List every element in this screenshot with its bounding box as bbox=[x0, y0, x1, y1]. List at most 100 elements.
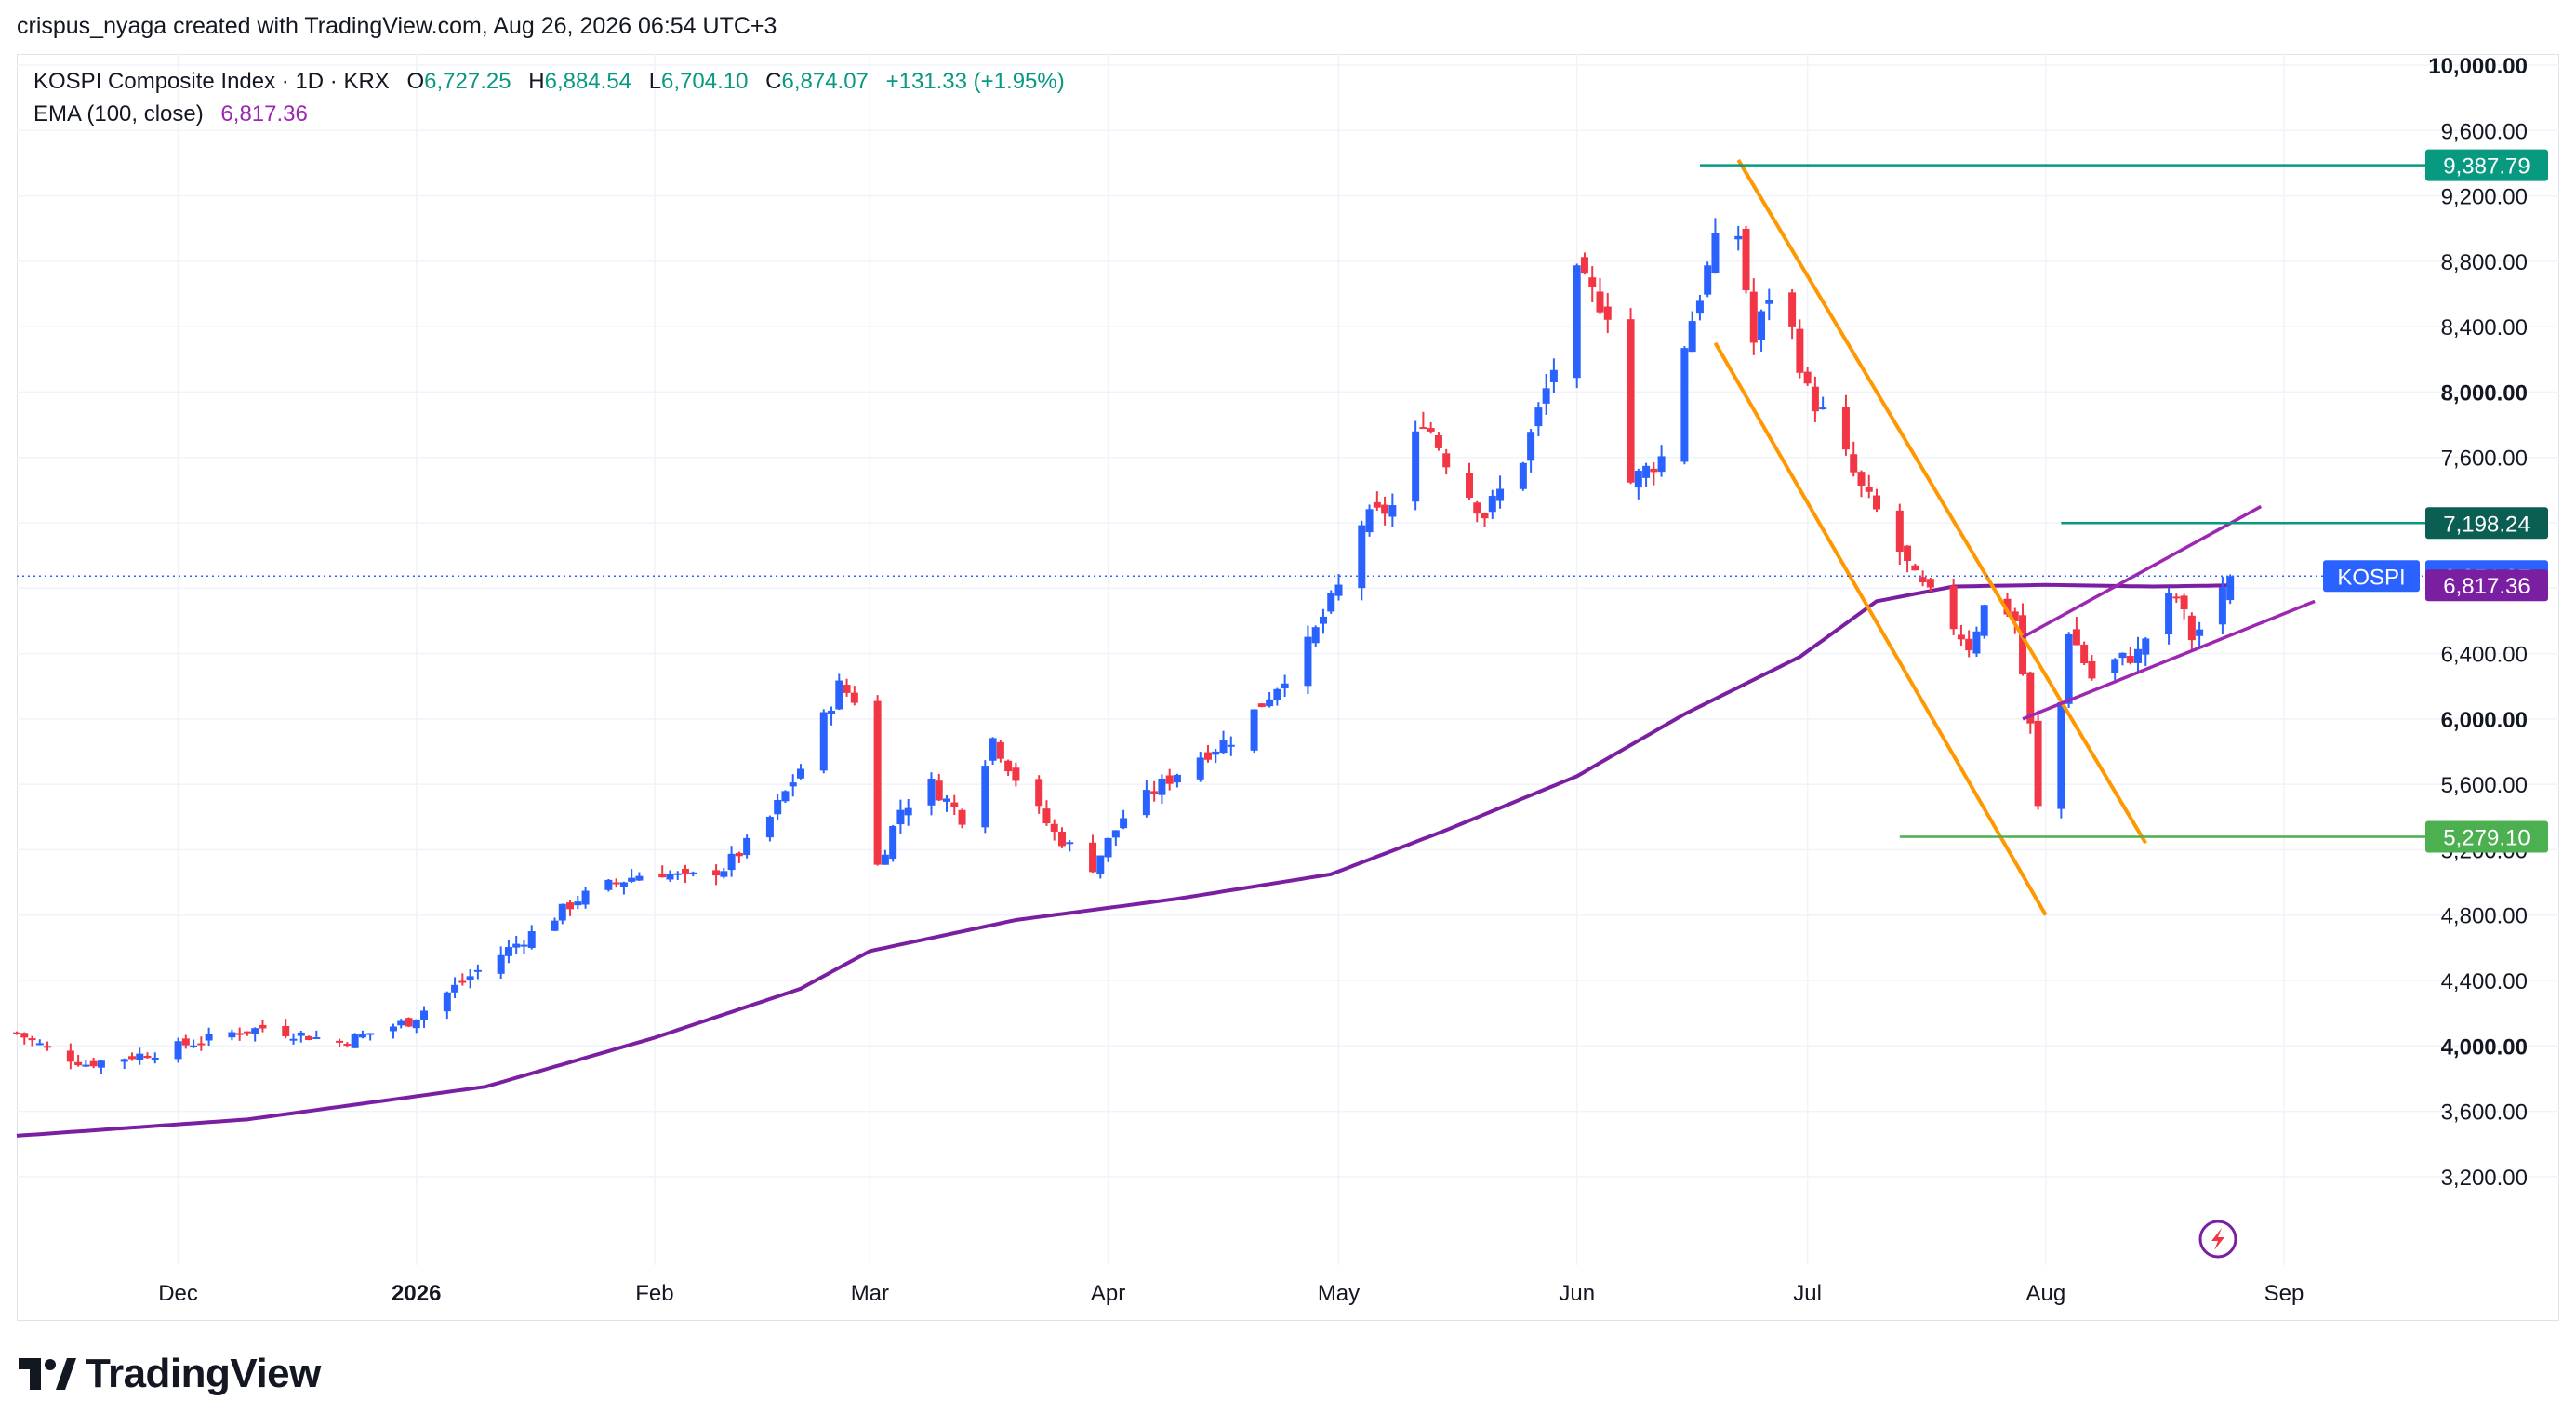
rising-wedge-line[interactable] bbox=[2022, 504, 2263, 639]
candle-up[interactable] bbox=[443, 992, 451, 1012]
candle-up[interactable] bbox=[451, 984, 459, 993]
candle-down[interactable] bbox=[935, 780, 943, 801]
candle-up[interactable] bbox=[497, 954, 505, 974]
candle-up[interactable] bbox=[151, 1057, 159, 1060]
candle-down[interactable] bbox=[1803, 371, 1812, 384]
candle-up[interactable] bbox=[512, 943, 521, 948]
candle-up[interactable] bbox=[1412, 431, 1420, 502]
candle-up[interactable] bbox=[520, 944, 528, 947]
candle-up[interactable] bbox=[1704, 265, 1712, 295]
candle-up[interactable] bbox=[1642, 465, 1651, 478]
legend-symbol[interactable]: KOSPI Composite Index · 1D · KRX bbox=[33, 69, 390, 94]
candle-up[interactable] bbox=[312, 1037, 321, 1040]
candle-down[interactable] bbox=[2088, 660, 2096, 679]
candle-down[interactable] bbox=[20, 1033, 29, 1038]
candle-up[interactable] bbox=[819, 712, 828, 771]
candle-down[interactable] bbox=[2026, 672, 2035, 724]
candle-down[interactable] bbox=[958, 809, 966, 825]
candle-down[interactable] bbox=[1850, 454, 1858, 473]
candle-up[interactable] bbox=[1496, 488, 1505, 501]
candle-up[interactable] bbox=[927, 778, 936, 806]
candle-up[interactable] bbox=[289, 1038, 298, 1041]
candle-down[interactable] bbox=[127, 1056, 136, 1060]
candle-up[interactable] bbox=[796, 768, 804, 779]
candle-up[interactable] bbox=[205, 1034, 213, 1041]
candle-down[interactable] bbox=[1057, 831, 1066, 847]
candle-up[interactable] bbox=[351, 1034, 359, 1048]
candle-up[interactable] bbox=[120, 1059, 128, 1062]
candle-down[interactable] bbox=[1050, 823, 1058, 832]
candle-down[interactable] bbox=[1788, 292, 1797, 327]
candle-down[interactable] bbox=[2034, 720, 2042, 807]
candle-down[interactable] bbox=[1603, 306, 1612, 320]
candle-down[interactable] bbox=[305, 1035, 313, 1040]
candle-down[interactable] bbox=[712, 870, 721, 876]
candle-down[interactable] bbox=[89, 1060, 98, 1067]
candle-up[interactable] bbox=[1549, 369, 1558, 382]
candle-down[interactable] bbox=[13, 1032, 20, 1034]
candle-up[interactable] bbox=[1488, 496, 1496, 513]
candle-up[interactable] bbox=[743, 837, 751, 856]
candle-down[interactable] bbox=[1949, 585, 1958, 630]
candle-down[interactable] bbox=[259, 1024, 267, 1029]
candle-up[interactable] bbox=[97, 1060, 105, 1068]
candle-down[interactable] bbox=[1442, 453, 1451, 468]
candle-down[interactable] bbox=[235, 1033, 244, 1035]
candle-up[interactable] bbox=[1196, 757, 1204, 780]
tradingview-logo[interactable]: TradingView bbox=[19, 1351, 321, 1397]
candle-up[interactable] bbox=[1527, 432, 1535, 461]
candle-down[interactable] bbox=[2172, 596, 2181, 599]
candle-down[interactable] bbox=[1434, 434, 1442, 448]
candle-down[interactable] bbox=[1627, 319, 1635, 483]
candle-down[interactable] bbox=[2019, 615, 2027, 674]
candle-up[interactable] bbox=[2196, 629, 2204, 636]
candle-down[interactable] bbox=[336, 1040, 344, 1043]
candle-down[interactable] bbox=[1481, 513, 1489, 519]
candle-up[interactable] bbox=[981, 766, 989, 828]
candle-up[interactable] bbox=[1657, 456, 1666, 473]
candle-down[interactable] bbox=[1919, 577, 1927, 583]
candle-down[interactable] bbox=[735, 852, 743, 857]
candle-down[interactable] bbox=[996, 741, 1004, 759]
candle-up[interactable] bbox=[1765, 300, 1773, 304]
candle-down[interactable] bbox=[2011, 611, 2019, 621]
candle-down[interactable] bbox=[343, 1044, 352, 1047]
candle-up[interactable] bbox=[2226, 576, 2235, 601]
candle-up[interactable] bbox=[1066, 842, 1074, 845]
candle-down[interactable] bbox=[1904, 545, 1912, 561]
candle-down[interactable] bbox=[1257, 703, 1266, 707]
candle-up[interactable] bbox=[228, 1032, 236, 1038]
candle-up[interactable] bbox=[727, 853, 736, 871]
candle-down[interactable] bbox=[2180, 595, 2188, 610]
candle-up[interactable] bbox=[527, 931, 536, 948]
candle-down[interactable] bbox=[1895, 510, 1904, 552]
candle-up[interactable] bbox=[835, 680, 843, 710]
candle-up[interactable] bbox=[1158, 778, 1166, 795]
candle-up[interactable] bbox=[1534, 407, 1543, 427]
candle-up[interactable] bbox=[1104, 837, 1112, 858]
candle-down[interactable] bbox=[2187, 615, 2196, 641]
candle-up[interactable] bbox=[397, 1020, 405, 1026]
candle-down[interactable] bbox=[1926, 579, 1934, 588]
candle-up[interactable] bbox=[1096, 855, 1105, 874]
candle-up[interactable] bbox=[604, 879, 613, 890]
candle-down[interactable] bbox=[1742, 228, 1750, 291]
candle-up[interactable] bbox=[1227, 744, 1235, 747]
candle-down[interactable] bbox=[1749, 291, 1758, 343]
candle-up[interactable] bbox=[2134, 648, 2143, 663]
candle-up[interactable] bbox=[1311, 627, 1320, 644]
candle-down[interactable] bbox=[1165, 775, 1174, 784]
candle-up[interactable] bbox=[251, 1028, 259, 1034]
candle-up[interactable] bbox=[1388, 505, 1397, 517]
descending-channel-line[interactable] bbox=[1713, 341, 2048, 916]
candle-up[interactable] bbox=[828, 710, 836, 714]
candle-down[interactable] bbox=[1911, 565, 1919, 571]
candle-up[interactable] bbox=[1573, 265, 1581, 379]
candle-up[interactable] bbox=[1980, 605, 1988, 636]
candle-down[interactable] bbox=[658, 874, 667, 878]
legend-ema-label[interactable]: EMA (100, close) bbox=[33, 101, 204, 127]
candle-up[interactable] bbox=[1542, 388, 1550, 404]
candle-down[interactable] bbox=[143, 1055, 152, 1059]
candle-up[interactable] bbox=[2065, 633, 2073, 704]
candle-down[interactable] bbox=[1841, 407, 1850, 450]
